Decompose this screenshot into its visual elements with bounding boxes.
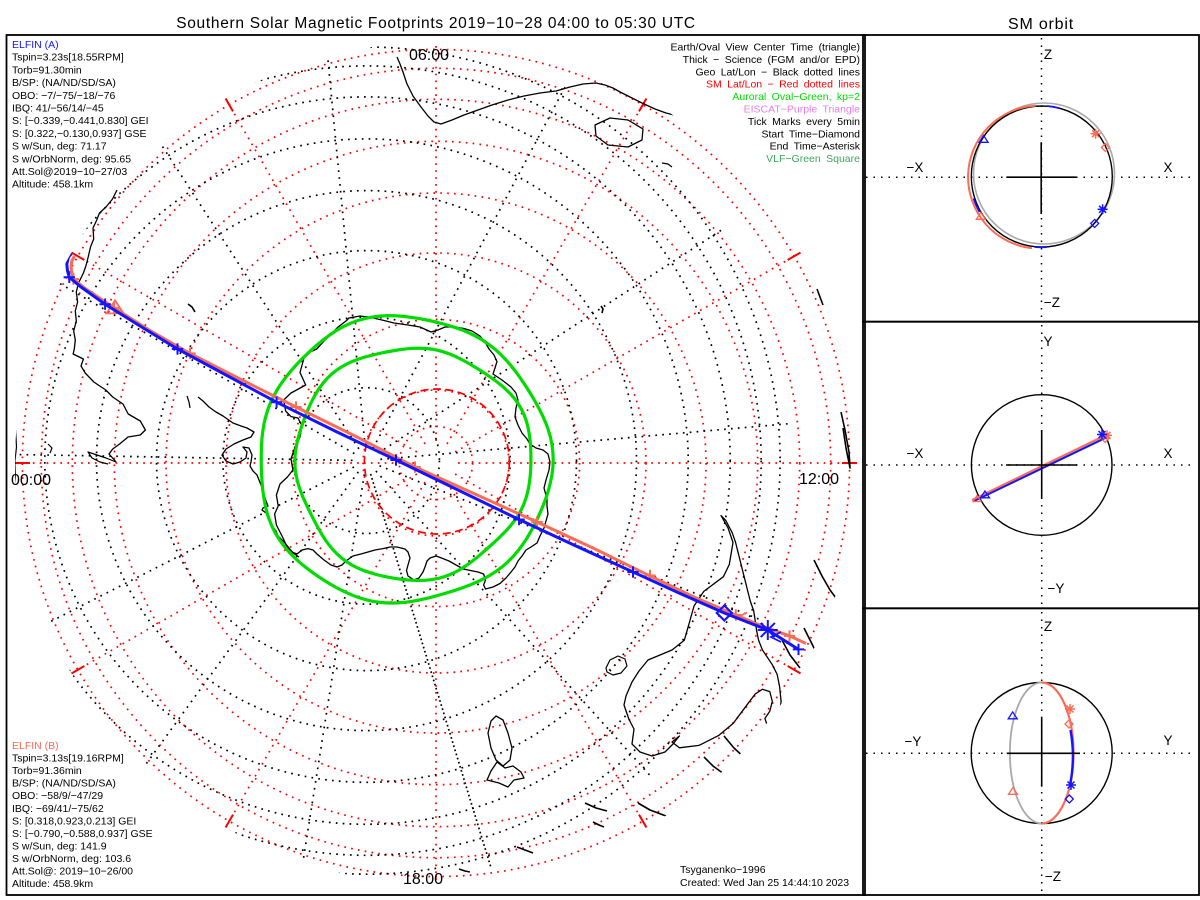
svg-text:−Z: −Z <box>1045 869 1061 884</box>
svg-text:B/SP: (NA/ND/SD/SA): B/SP: (NA/ND/SD/SA) <box>12 778 116 790</box>
svg-text:Tspin=3.23s[18.55RPM]: Tspin=3.23s[18.55RPM] <box>12 52 124 64</box>
svg-text:Altitude: 458.9km: Altitude: 458.9km <box>12 878 93 890</box>
svg-text:IBQ: 41/−56/14/−45: IBQ: 41/−56/14/−45 <box>12 103 104 115</box>
svg-text:OBO: −7/−75/−18/−76: OBO: −7/−75/−18/−76 <box>12 90 115 102</box>
svg-text:Tsyganenko−1996: Tsyganenko−1996 <box>680 864 766 876</box>
svg-text:B/SP: (NA/ND/SD/SA): B/SP: (NA/ND/SD/SA) <box>12 77 116 89</box>
svg-text:Att.Sol@: 2019−10−26/00: Att.Sol@: 2019−10−26/00 <box>12 866 133 878</box>
svg-text:Southern Solar Magnetic Footpr: Southern Solar Magnetic Footprints 2019−… <box>176 15 696 32</box>
svg-text:EISCAT−Purple Triangle: EISCAT−Purple Triangle <box>744 104 861 116</box>
svg-text:S: [−0.790,−0.588,0.937] GSE: S: [−0.790,−0.588,0.937] GSE <box>12 828 153 840</box>
svg-text:S w/OrbNorm, deg: 95.65: S w/OrbNorm, deg: 95.65 <box>12 153 131 165</box>
svg-text:S w/Sun, deg: 71.17: S w/Sun, deg: 71.17 <box>12 141 107 153</box>
svg-text:X: X <box>1163 160 1172 175</box>
svg-text:Thick − Science (FGM and/or EP: Thick − Science (FGM and/or EPD) <box>683 54 860 66</box>
svg-text:−X: −X <box>907 446 924 461</box>
svg-text:−X: −X <box>907 160 924 175</box>
svg-text:Geo Lat/Lon − Black dotted lin: Geo Lat/Lon − Black dotted lines <box>695 66 860 78</box>
svg-text:Torb=91.30min: Torb=91.30min <box>12 64 82 76</box>
svg-text:06:00: 06:00 <box>409 47 449 64</box>
svg-text:S w/Sun, deg: 141.9: S w/Sun, deg: 141.9 <box>12 840 107 852</box>
svg-text:Y: Y <box>1043 334 1052 349</box>
svg-text:18:00: 18:00 <box>403 871 443 888</box>
svg-text:Tick Marks every 5min: Tick Marks every 5min <box>748 116 860 128</box>
svg-text:IBQ: −69/41/−75/62: IBQ: −69/41/−75/62 <box>12 803 104 815</box>
svg-text:−Y: −Y <box>905 734 922 749</box>
svg-text:Auroral Oval−Green, kp=2: Auroral Oval−Green, kp=2 <box>732 91 860 103</box>
svg-text:X: X <box>1163 446 1172 461</box>
svg-text:Created: Wed Jan 25 14:44:10 2: Created: Wed Jan 25 14:44:10 2023 <box>680 877 849 889</box>
svg-text:End Time−Asterisk: End Time−Asterisk <box>770 141 861 153</box>
svg-text:−Z: −Z <box>1044 295 1060 310</box>
svg-text:SM Lat/Lon − Red dotted lines: SM Lat/Lon − Red dotted lines <box>706 79 860 91</box>
svg-text:S: [0.322,−0.130,0.937] GSE: S: [0.322,−0.130,0.937] GSE <box>12 128 147 140</box>
svg-text:00:00: 00:00 <box>11 472 51 489</box>
svg-text:ELFIN (A): ELFIN (A) <box>12 39 59 51</box>
svg-text:−Y: −Y <box>1048 581 1065 596</box>
svg-text:Earth/Oval View Center Time (t: Earth/Oval View Center Time (triangle) <box>670 42 860 54</box>
svg-text:Start Time−Diamond: Start Time−Diamond <box>762 128 861 140</box>
svg-text:Y: Y <box>1163 733 1172 748</box>
svg-text:12:00: 12:00 <box>799 471 839 488</box>
svg-text:Z: Z <box>1044 47 1052 62</box>
svg-text:Altitude: 458.1km: Altitude: 458.1km <box>12 179 93 191</box>
svg-text:SM orbit: SM orbit <box>1008 16 1074 33</box>
svg-text:Torb=91.36min: Torb=91.36min <box>12 765 82 777</box>
svg-text:Z: Z <box>1044 619 1052 634</box>
svg-text:S: [−0.339,−0.441,0.830] GEI: S: [−0.339,−0.441,0.830] GEI <box>12 115 149 127</box>
svg-text:VLF−Green Square: VLF−Green Square <box>766 153 860 165</box>
svg-text:OBO: −58/9/−47/29: OBO: −58/9/−47/29 <box>12 790 103 802</box>
svg-text:ELFIN (B): ELFIN (B) <box>12 740 59 752</box>
svg-text:S w/OrbNorm, deg: 103.6: S w/OrbNorm, deg: 103.6 <box>12 853 131 865</box>
svg-text:Att.Sol@2019−10−27/03: Att.Sol@2019−10−27/03 <box>12 166 127 178</box>
svg-text:S: [0.318,0.923,0.213] GEI: S: [0.318,0.923,0.213] GEI <box>12 815 136 827</box>
svg-text:Tspin=3.13s[19.16RPM]: Tspin=3.13s[19.16RPM] <box>12 753 124 765</box>
